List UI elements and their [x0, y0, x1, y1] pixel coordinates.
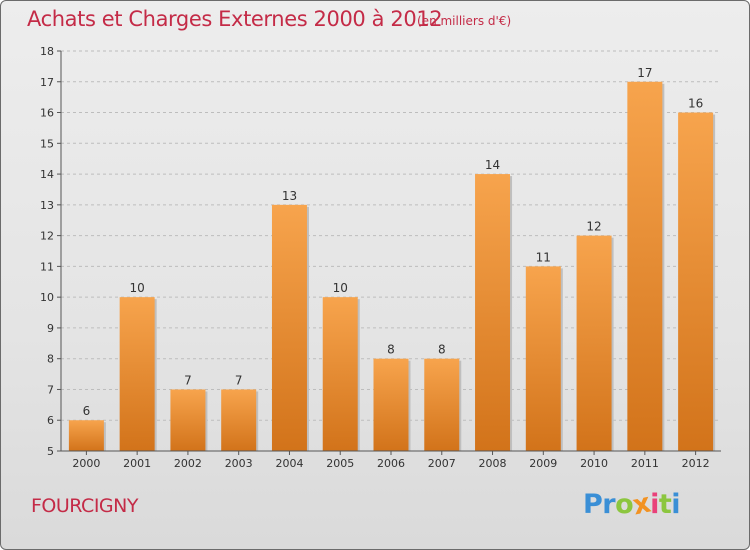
bar-layer [68, 81, 716, 452]
data-label: 7 [184, 373, 192, 387]
bar [119, 297, 155, 451]
x-tick-label: 2008 [479, 457, 507, 470]
bar [271, 204, 307, 451]
data-label: 16 [688, 97, 703, 111]
logo-letter: i [671, 489, 681, 520]
x-tick-label: 2007 [428, 457, 456, 470]
y-tick-label: 17 [40, 76, 54, 89]
logo-letter: o [615, 489, 634, 520]
data-label: 11 [536, 250, 551, 264]
bar [525, 266, 561, 451]
x-tick-label: 2005 [326, 457, 354, 470]
y-tick-label: 9 [47, 322, 54, 335]
label-layer: 5 6 7 8 9 10 11 12 13 14 15 16 17 18 6 2000 10 2001 7 2002 7… [40, 45, 710, 470]
bar [322, 297, 358, 451]
data-label: 12 [586, 220, 601, 234]
data-label: 6 [83, 404, 91, 418]
chart-unit: (en milliers d'€) [417, 14, 512, 28]
y-tick-label: 6 [47, 414, 54, 427]
data-label: 7 [235, 373, 243, 387]
x-tick-label: 2000 [72, 457, 100, 470]
bar [627, 81, 663, 452]
chart-title: Achats et Charges Externes 2000 à 2012 [27, 7, 443, 31]
x-tick-label: 2011 [631, 457, 659, 470]
y-tick-label: 12 [40, 230, 54, 243]
x-tick-label: 2003 [225, 457, 253, 470]
y-tick-label: 11 [40, 260, 54, 273]
commune-name: FOURCIGNY [31, 495, 138, 517]
bar [576, 235, 612, 451]
bar [221, 389, 257, 451]
logo-letter: r [602, 489, 616, 520]
data-label: 14 [485, 158, 500, 172]
data-label: 10 [130, 281, 145, 295]
data-label: 10 [333, 281, 348, 295]
y-tick-label: 13 [40, 199, 54, 212]
logo-letter: i [650, 489, 659, 520]
y-tick-label: 7 [47, 383, 54, 396]
axis-layer [57, 50, 721, 455]
logo-letter: t [658, 489, 672, 520]
logo-letter: P [583, 489, 603, 520]
data-label: 8 [438, 343, 446, 357]
data-label: 8 [387, 343, 395, 357]
bar [68, 420, 104, 451]
x-tick-label: 2012 [682, 457, 710, 470]
x-tick-label: 2002 [174, 457, 202, 470]
data-label: 17 [637, 66, 652, 80]
y-tick-label: 8 [47, 353, 54, 366]
bar [475, 174, 511, 452]
x-tick-label: 2004 [275, 457, 303, 470]
y-tick-label: 15 [40, 137, 54, 150]
data-label: 13 [282, 189, 297, 203]
bar [424, 358, 460, 451]
x-tick-label: 2010 [580, 457, 608, 470]
y-tick-label: 5 [47, 445, 54, 458]
x-tick-label: 2009 [529, 457, 557, 470]
bar [678, 112, 714, 452]
y-tick-label: 16 [40, 107, 54, 120]
bar [373, 358, 409, 451]
y-tick-label: 10 [40, 291, 54, 304]
bar [170, 389, 206, 451]
proxiti-logo[interactable]: Proxiti [583, 488, 681, 522]
x-tick-label: 2001 [123, 457, 151, 470]
y-tick-label: 14 [40, 168, 54, 181]
x-tick-label: 2006 [377, 457, 405, 470]
y-tick-label: 18 [40, 45, 54, 58]
